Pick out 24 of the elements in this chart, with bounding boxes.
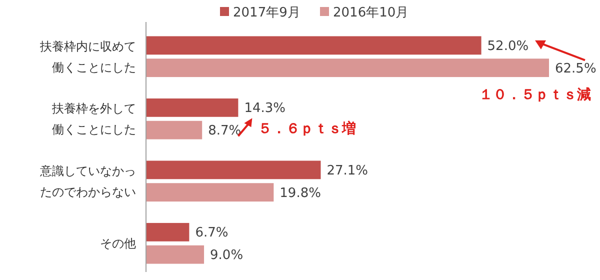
data-label: 14.3% <box>244 101 286 116</box>
data-label: 9.0% <box>210 248 244 264</box>
data-label: 27.1% <box>326 163 368 178</box>
legend-label: 2016年10月 <box>333 6 409 21</box>
data-label: 19.8% <box>280 186 321 201</box>
data-label: 52.0% <box>487 38 529 54</box>
y-tick-label: 意識していなかったのでわからない <box>39 164 136 199</box>
data-label: 62.5% <box>555 61 596 76</box>
bar <box>146 36 482 55</box>
annotation: １０．５ｐｔｓ減 <box>479 87 591 104</box>
y-tick-label: その他 <box>100 236 136 251</box>
bar <box>146 160 321 180</box>
bar <box>146 58 549 78</box>
y-tick-label: 扶養枠内に収めて働くことにした <box>39 39 136 74</box>
bar <box>146 183 274 202</box>
bar <box>146 245 204 264</box>
y-tick-label: 扶養枠を外して働くことにした <box>51 102 136 137</box>
bar <box>146 222 190 242</box>
bar <box>146 98 238 117</box>
data-label: 6.7% <box>195 226 228 241</box>
legend-label: 2017年9月 <box>233 6 300 21</box>
data-label: 8.7% <box>208 124 242 139</box>
bar <box>146 120 202 140</box>
annotation: ５．６ｐｔｓ増 <box>258 120 356 137</box>
